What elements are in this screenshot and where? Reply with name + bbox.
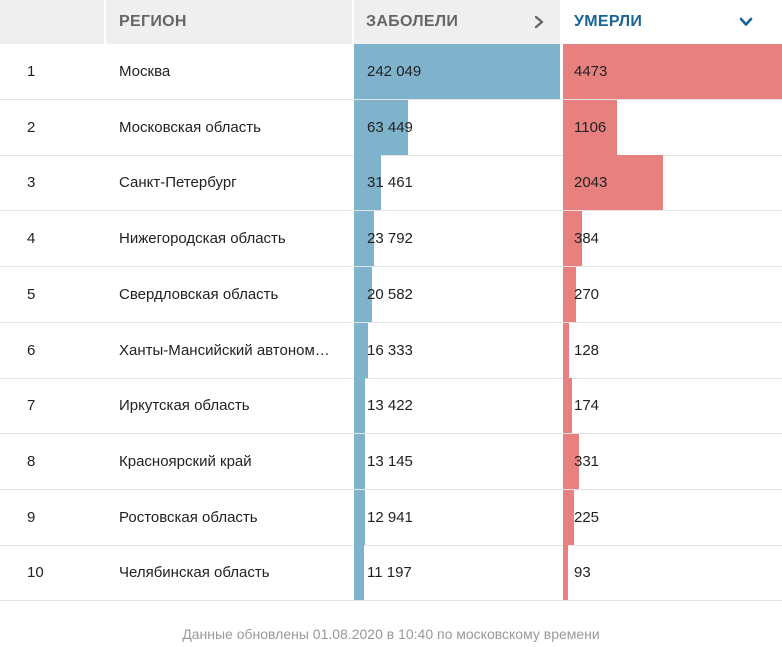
sick-value: 11 197 (367, 564, 412, 582)
sick-value: 31 461 (367, 174, 413, 192)
table-row: 8 Красноярский край 13 145 331 (0, 433, 782, 490)
dead-value: 93 (574, 564, 591, 582)
sick-bar (354, 489, 365, 545)
dead-value: 4473 (574, 63, 608, 80)
update-note: Данные обновлены 01.08.2020 в 10:40 по м… (182, 626, 600, 642)
region-cell: Санкт-Петербург (119, 174, 237, 192)
sick-bar (354, 211, 375, 267)
header-region[interactable]: РЕГИОН (106, 0, 352, 44)
table-row: 6 Ханты-Мансийский автоном… 16 333 128 (0, 322, 782, 379)
dead-value: 270 (574, 285, 600, 303)
dead-value: 2043 (574, 174, 608, 192)
rank-cell: 3 (27, 174, 36, 192)
rank-cell: 6 (27, 341, 36, 359)
rank-cell: 7 (27, 397, 36, 415)
rank-cell: 2 (27, 118, 36, 136)
table-row: 5 Свердловская область 20 582 270 (0, 266, 782, 323)
rank-cell: 8 (27, 452, 36, 470)
rank-cell: 4 (27, 230, 36, 248)
table-row: 1 Москва 242 049 4473 (0, 44, 782, 100)
header-sick-sort[interactable]: ЗАБОЛЕЛИ (354, 0, 560, 44)
dead-bar (563, 155, 664, 211)
dead-value: 331 (574, 452, 600, 470)
dead-value: 128 (574, 341, 600, 359)
rank-cell: 10 (27, 564, 44, 582)
sick-bar (354, 322, 368, 378)
table-row: 4 Нижегородская область 23 792 384 (0, 211, 782, 268)
region-cell: Иркутская область (119, 397, 250, 415)
sick-bar (354, 545, 364, 601)
region-cell: Ханты-Мансийский автоном… (119, 341, 330, 359)
dead-bar (563, 545, 568, 601)
region-cell: Московская область (119, 118, 261, 136)
sick-value: 13 422 (367, 397, 413, 415)
region-cell: Москва (119, 63, 171, 80)
region-cell: Нижегородская область (119, 230, 286, 248)
sick-bar (354, 44, 560, 99)
dead-value: 225 (574, 508, 600, 526)
dead-bar (563, 99, 618, 155)
dead-value: 174 (574, 397, 600, 415)
region-cell: Красноярский край (119, 452, 252, 470)
sick-bar (354, 99, 408, 155)
chevron-right-icon (532, 0, 546, 44)
sick-value: 16 333 (367, 341, 413, 359)
rank-cell: 1 (27, 63, 36, 80)
header-dead-label: УМЕРЛИ (574, 13, 643, 30)
dead-bar (563, 322, 570, 378)
header-rank (0, 0, 104, 44)
sick-bar (354, 433, 366, 489)
dead-bar (563, 44, 782, 99)
sick-value: 20 582 (367, 285, 413, 303)
dead-bar (563, 378, 572, 434)
sick-value: 12 941 (367, 508, 413, 526)
dead-bar (563, 266, 577, 322)
chevron-down-icon (738, 0, 754, 44)
table-row: 9 Ростовская область 12 941 225 (0, 489, 782, 546)
dead-bar (563, 211, 582, 267)
table-row: 10 Челябинская область 11 197 93 (0, 545, 782, 602)
table-header: РЕГИОН ЗАБОЛЕЛИ УМЕРЛИ (0, 0, 782, 44)
rank-cell: 9 (27, 508, 36, 526)
table-row: 2 Московская область 63 449 1106 (0, 99, 782, 156)
sick-value: 63 449 (367, 118, 413, 136)
header-dead-sort[interactable]: УМЕРЛИ (562, 0, 782, 44)
sick-value: 13 145 (367, 452, 413, 470)
table-row: 7 Иркутская область 13 422 174 (0, 378, 782, 435)
sick-bar (354, 266, 372, 322)
table-row: 3 Санкт-Петербург 31 461 2043 (0, 155, 782, 212)
dead-bar (563, 489, 575, 545)
rank-cell: 5 (27, 285, 36, 303)
sick-bar (354, 155, 381, 211)
region-cell: Ростовская область (119, 508, 258, 526)
dead-bar (563, 433, 580, 489)
dead-value: 384 (574, 230, 600, 248)
dead-value: 1106 (574, 118, 607, 136)
sick-bar (354, 378, 366, 434)
sick-value: 23 792 (367, 230, 413, 248)
region-cell: Свердловская область (119, 285, 279, 303)
region-cell: Челябинская область (119, 564, 270, 582)
header-sick-label: ЗАБОЛЕЛИ (366, 13, 459, 30)
sick-value: 242 049 (367, 63, 422, 80)
